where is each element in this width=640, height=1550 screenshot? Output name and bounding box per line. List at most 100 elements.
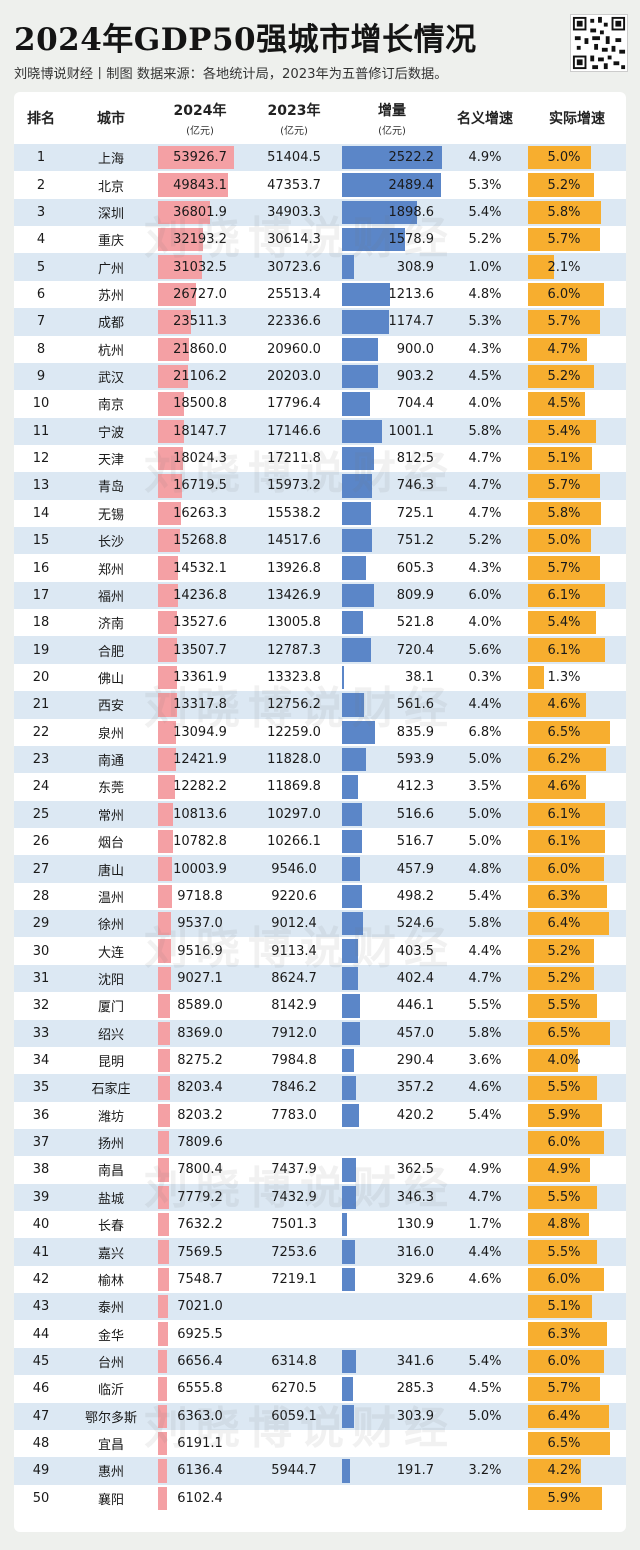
nominal-cell: 4.8%	[468, 286, 502, 302]
gdp2023-cell: 8142.9	[271, 998, 317, 1014]
increase-bar	[342, 775, 359, 799]
gdp2024-value: 6925.5	[177, 1326, 223, 1342]
city-cell: 东莞	[97, 781, 124, 797]
rank-cell: 30	[32, 943, 50, 959]
gdp2023-cell: 7912.0	[271, 1025, 317, 1041]
table-row: 44 金华 6925.5 6.3%	[14, 1320, 626, 1347]
city-cell: 重庆	[97, 234, 124, 250]
qr-code-icon[interactable]	[570, 14, 628, 72]
city-cell: 北京	[97, 179, 124, 195]
real-growth-bar	[528, 912, 609, 936]
real-cell: 6.4%	[528, 1403, 626, 1430]
real-cell: 4.0%	[528, 1047, 626, 1074]
real-growth-bar	[528, 775, 587, 799]
nominal-cell: 5.8%	[468, 1025, 502, 1041]
city-cell: 深圳	[97, 206, 124, 222]
city-cell: 台州	[97, 1356, 124, 1371]
rank-cell: 11	[32, 423, 50, 439]
real-growth-bar	[528, 474, 600, 498]
real-growth-bar	[528, 966, 594, 991]
gdp2024-value: 9516.9	[177, 943, 223, 959]
real-growth-value: 5.9%	[547, 1490, 581, 1506]
gdp2024-value: 18147.7	[173, 423, 227, 439]
increase-bar	[342, 364, 378, 389]
city-cell: 盐城	[97, 1191, 124, 1207]
gdp2024-cell: 6191.1	[154, 1430, 246, 1457]
increase-value: 746.3	[396, 478, 434, 494]
real-cell: 5.2%	[528, 965, 626, 992]
real-growth-value: 5.0%	[547, 533, 581, 549]
increase-value: 2489.4	[388, 177, 435, 193]
nominal-cell	[442, 1430, 528, 1457]
gdp2023-cell	[246, 1293, 342, 1320]
real-cell: 6.5%	[528, 719, 626, 746]
increase-cell: 308.9	[342, 253, 442, 280]
city-cell: 扬州	[97, 1137, 124, 1153]
real-growth-bar	[528, 1048, 579, 1073]
real-cell: 5.4%	[528, 418, 626, 445]
real-growth-value: 5.2%	[547, 369, 581, 385]
increase-value: 1213.6	[388, 286, 435, 302]
rank-cell: 39	[32, 1189, 50, 1205]
nominal-cell: 5.6%	[468, 642, 502, 658]
gdp2024-cell: 53926.7	[154, 144, 246, 171]
city-cell: 榆林	[97, 1273, 124, 1289]
increase-value: 357.2	[396, 1080, 434, 1096]
city-cell: 长沙	[97, 535, 124, 551]
real-cell: 6.1%	[528, 636, 626, 663]
gdp2024-bar	[158, 1295, 168, 1319]
nominal-cell: 1.7%	[468, 1217, 502, 1233]
gdp2024-cell: 21860.0	[154, 336, 246, 363]
increase-bar	[342, 501, 371, 526]
gdp2024-value: 13527.6	[173, 615, 227, 631]
increase-value: 605.3	[396, 560, 434, 576]
city-cell: 临沂	[97, 1383, 124, 1399]
rank-cell: 9	[36, 369, 46, 385]
gdp2024-value: 6136.4	[177, 1463, 223, 1479]
nominal-cell: 4.5%	[468, 369, 502, 385]
real-growth-value: 6.3%	[547, 1326, 581, 1342]
real-cell: 4.6%	[528, 773, 626, 800]
city-cell: 济南	[97, 617, 124, 633]
table-row: 11 宁波 18147.7 17146.6 1001.1 5.8% 5.4%	[14, 417, 626, 445]
real-cell: 6.1%	[528, 801, 626, 828]
gdp2023-cell	[246, 1430, 342, 1457]
gdp2024-value: 53926.7	[173, 150, 227, 166]
increase-cell: 704.4	[342, 390, 442, 417]
increase-cell: 1174.7	[342, 308, 442, 335]
gdp2024-bar	[158, 1459, 167, 1483]
increase-cell: 498.2	[342, 883, 442, 910]
page-title: 2024年GDP50强城市增长情况	[14, 22, 477, 58]
increase-cell	[342, 1320, 442, 1347]
table-row: 25 常州 10813.6 10297.0 516.6 5.0% 6.1%	[14, 800, 626, 828]
real-growth-bar	[528, 282, 604, 307]
gdp2024-value: 21860.0	[173, 341, 227, 357]
increase-cell: 403.5	[342, 937, 442, 964]
rank-cell: 38	[32, 1162, 50, 1178]
gdp2024-cell: 15268.8	[154, 527, 246, 554]
header-gdp2023-label: 2023年	[267, 102, 321, 119]
table-row: 31 沈阳 9027.1 8624.7 402.4 4.7% 5.2%	[14, 964, 626, 993]
gdp2024-bar	[158, 501, 181, 526]
table-row: 7 成都 23511.3 22336.6 1174.7 5.3% 5.7%	[14, 308, 626, 336]
increase-bar	[342, 857, 361, 881]
increase-bar	[342, 1103, 359, 1127]
gdp2024-bar	[158, 802, 174, 826]
gdp2024-cell: 13094.9	[154, 719, 246, 746]
rank-cell: 14	[32, 505, 50, 521]
table-row: 49 惠州 6136.4 5944.7 191.7 3.2% 4.2%	[14, 1457, 626, 1485]
increase-value: 1898.6	[388, 204, 435, 220]
nominal-cell	[442, 1485, 528, 1512]
gdp2023-cell: 7437.9	[271, 1162, 317, 1178]
table-row: 24 东莞 12282.2 11869.8 412.3 3.5% 4.6%	[14, 773, 626, 800]
gdp2024-cell: 14236.8	[154, 582, 246, 609]
city-cell: 襄阳	[97, 1492, 124, 1508]
city-cell: 杭州	[97, 343, 124, 359]
table-row: 36 潍坊 8203.2 7783.0 420.2 5.4% 5.9%	[14, 1102, 626, 1129]
real-growth-value: 4.6%	[547, 697, 581, 713]
real-growth-bar	[528, 638, 605, 662]
table-row: 50 襄阳 6102.4 5.9%	[14, 1485, 626, 1512]
city-cell: 苏州	[97, 288, 124, 304]
rank-cell: 4	[36, 232, 46, 248]
table-row: 38 南昌 7800.4 7437.9 362.5 4.9% 4.9%	[14, 1156, 626, 1183]
